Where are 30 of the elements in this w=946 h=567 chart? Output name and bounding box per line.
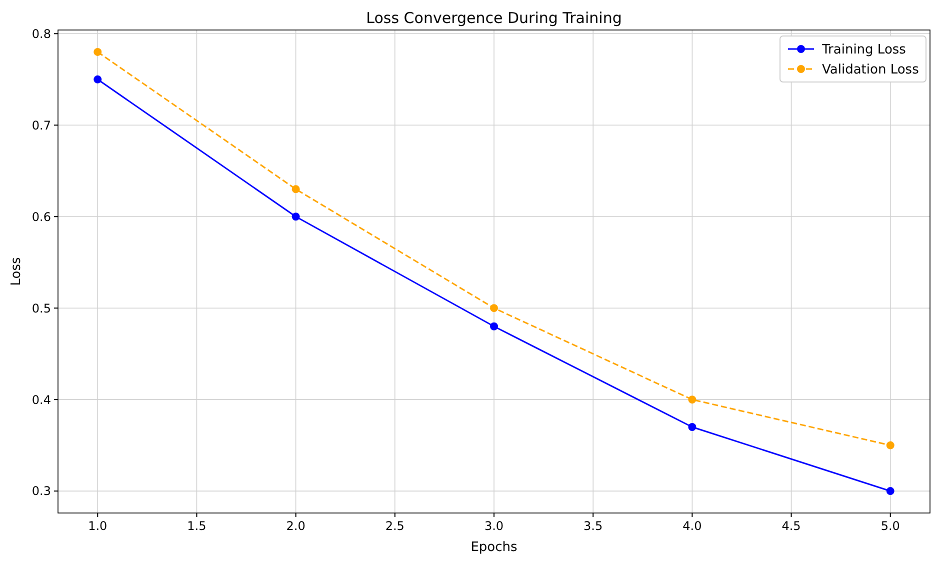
point (886, 487, 894, 496)
x-tick-label: 4.5 (782, 519, 801, 533)
point (94, 48, 102, 56)
y-tick-label: 0.5 (32, 301, 51, 316)
x-tick-label: 2.0 (286, 519, 306, 533)
x-tick-label: 4.0 (682, 519, 702, 533)
chart-title: Loss Convergence During Training (366, 9, 622, 27)
y-tick-label: 0.4 (32, 392, 51, 407)
point (292, 185, 300, 194)
point (94, 75, 102, 84)
x-axis-title: Epochs (470, 540, 518, 555)
legend-label: Training Loss (821, 42, 906, 58)
y-axis-title: Loss (9, 257, 24, 286)
x-tick-label: 5.0 (880, 519, 900, 533)
x-tick-label: 1.0 (88, 519, 108, 533)
point (688, 396, 696, 404)
legend-label: Validation Loss (822, 62, 920, 78)
y-tick-label: 0.6 (32, 210, 51, 224)
y-tick-label: 0.7 (32, 118, 51, 132)
x-tick-label: 3.5 (584, 519, 603, 533)
x-tick-label: 2.5 (385, 519, 404, 533)
point (886, 441, 894, 450)
x-tick-label: 1.5 (187, 519, 206, 533)
point (688, 423, 696, 432)
x-tick-label: 3.0 (484, 519, 504, 533)
point (292, 212, 300, 221)
y-tick-label: 0.3 (32, 484, 51, 498)
point (490, 322, 498, 330)
y-tick-label: 0.8 (32, 26, 51, 41)
point (490, 304, 498, 312)
